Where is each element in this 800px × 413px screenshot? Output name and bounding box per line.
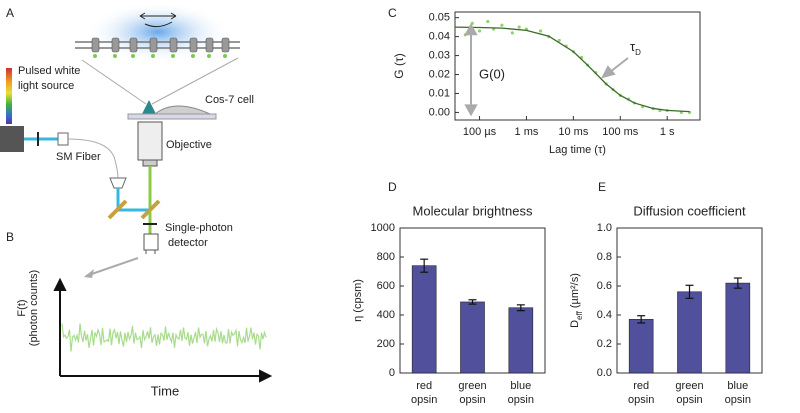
bar [677, 291, 702, 374]
panel-label: E [598, 180, 606, 194]
photon-trace [61, 323, 267, 352]
y-tick-label: 0.04 [429, 31, 450, 43]
y-tick-label: 200 [377, 338, 395, 350]
x-axis-label: Time [151, 383, 179, 398]
y-tick-label: 0.4 [597, 309, 612, 321]
plot-frame [454, 11, 701, 121]
y-tick-label: 0.8 [597, 251, 612, 263]
annotation: G(0) [479, 66, 505, 81]
y-tick-label: 0.05 [429, 12, 450, 24]
tau-sub: D [635, 48, 641, 57]
label: light source [18, 80, 74, 92]
y-axis-label: (photon counts) [28, 270, 40, 346]
data-point [517, 25, 521, 29]
error-bar [637, 315, 646, 324]
data-point [500, 23, 504, 27]
tau: τ [630, 39, 636, 54]
x-tick-label: opsin [725, 394, 751, 406]
bar [725, 282, 751, 374]
data-point [510, 31, 514, 35]
y-axis-label: F(t) [16, 299, 28, 316]
x-tick-label: red [416, 380, 432, 392]
y-axis-label: Deff (µm²/s) [569, 273, 584, 328]
bar [411, 265, 437, 374]
panel-label: A [6, 6, 14, 20]
arrow-head [464, 23, 478, 117]
arrow [609, 57, 629, 73]
y-tick-label: 400 [377, 309, 395, 321]
x-tick-label: green [675, 380, 703, 392]
x-axis-label: Lag time (τ) [549, 144, 606, 156]
y-tick-label: 0.6 [597, 280, 612, 292]
y-tick-label: 0.0 [597, 367, 612, 379]
label: Pulsed white [18, 65, 80, 77]
panel-label: B [6, 230, 14, 244]
data-point [538, 29, 543, 33]
y-tick-label: 0.01 [429, 87, 450, 99]
y-label-part: D [569, 320, 581, 328]
y-tick-label: 0.03 [429, 49, 450, 61]
x-tick-label: blue [510, 380, 531, 392]
tau-arrow [601, 57, 629, 79]
label: detector [168, 237, 208, 249]
y-tick-label: 1000 [371, 222, 395, 234]
setup-diagram [0, 2, 240, 278]
error-bar [685, 284, 694, 299]
y-axis-label: G (τ) [392, 53, 406, 78]
g0-arrow [464, 23, 478, 117]
x-tick-label: 1 s [660, 126, 675, 138]
x-tick-label: 10 ms [558, 126, 588, 138]
x-tick-label: 1 ms [515, 126, 539, 138]
bar [508, 307, 534, 374]
y-tick-label: 0.00 [429, 106, 450, 118]
error-bar [420, 258, 429, 273]
y-tick-label: 0.2 [597, 338, 612, 350]
x-tick-label: 100 µs [463, 126, 497, 138]
error-bar [516, 304, 525, 312]
label: SM Fiber [56, 151, 101, 163]
x-tick-label: blue [727, 380, 748, 392]
bar [460, 301, 485, 374]
x-tick-label: opsin [411, 394, 437, 406]
panel-label: C [388, 6, 397, 20]
x-tick-label: opsin [508, 394, 534, 406]
chart-title: Diffusion coefficient [633, 203, 746, 218]
trace-axes [53, 277, 273, 383]
label: Cos-7 cell [205, 94, 254, 106]
annotation: τD [630, 39, 641, 56]
x-tick-label: opsin [628, 394, 654, 406]
bar [628, 319, 654, 374]
fit-line [454, 26, 690, 113]
x-tick-label: green [458, 380, 486, 392]
y-axis-label: η (cpsm) [352, 279, 364, 322]
y-tick-label: 800 [377, 251, 395, 263]
x-tick-label: 100 ms [602, 126, 639, 138]
data-point [477, 29, 482, 33]
y-label-part: η (cpsm) [352, 279, 364, 322]
y-tick-label: 600 [377, 280, 395, 292]
data-point [557, 38, 561, 43]
error-bar [733, 277, 742, 289]
chart-title: Molecular brightness [413, 203, 533, 218]
y-tick-label: 1.0 [597, 222, 612, 234]
y-label-part: (µm²/s) [569, 273, 581, 311]
panel-label: D [388, 180, 397, 194]
y-tick-label: 0.02 [429, 68, 450, 80]
x-tick-label: red [633, 380, 649, 392]
data-point [486, 19, 490, 24]
arrow-head [601, 65, 616, 79]
label: Single-photon [165, 222, 233, 234]
error-bar [468, 299, 477, 305]
label: Objective [166, 139, 212, 151]
x-tick-label: opsin [459, 394, 485, 406]
y-label-part: eff [575, 310, 584, 320]
x-tick-label: opsin [676, 394, 702, 406]
y-tick-label: 0 [389, 367, 395, 379]
